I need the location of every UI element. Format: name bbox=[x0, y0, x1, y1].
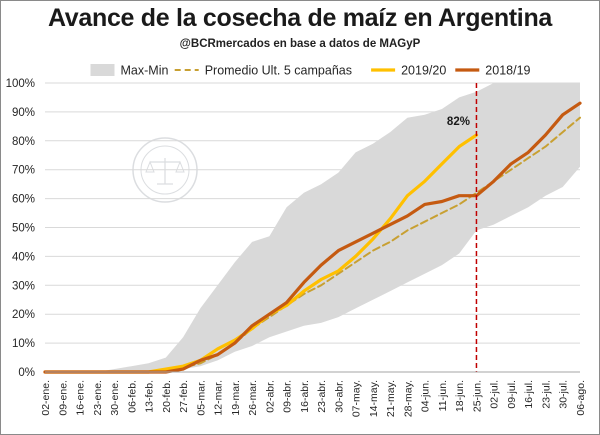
x-tick-label: 02-ene. bbox=[40, 380, 52, 416]
x-tick-label: 02-jul. bbox=[489, 380, 501, 409]
x-tick-label: 09-ene. bbox=[57, 380, 69, 416]
max-min-band bbox=[45, 83, 580, 372]
x-tick-label: 21-may. bbox=[385, 380, 397, 417]
data-label: 82% bbox=[447, 116, 470, 128]
x-tick-label: 30-ene. bbox=[109, 380, 121, 416]
legend-label: Promedio Ult. 5 campañas bbox=[205, 64, 352, 78]
x-tick-label: 06-ago. bbox=[575, 380, 587, 416]
x-tick-label: 12-mar. bbox=[213, 380, 225, 416]
chart-title: Avance de la cosecha de maíz en Argentin… bbox=[47, 4, 553, 32]
x-tick-label: 09-abr. bbox=[282, 380, 294, 413]
y-tick-label: 60% bbox=[12, 194, 35, 206]
y-tick-label: 90% bbox=[12, 107, 35, 119]
x-tick-label: 14-may. bbox=[368, 380, 380, 417]
x-tick-label: 23-abr. bbox=[316, 380, 328, 413]
legend: Max-Min Promedio Ult. 5 campañas 2019/20 20… bbox=[90, 64, 531, 78]
x-tick-label: 20-feb. bbox=[161, 380, 173, 413]
y-tick-label: 10% bbox=[12, 338, 35, 350]
x-tick-label: 25-jun. bbox=[471, 380, 483, 412]
x-tick-label: 30-jul. bbox=[558, 380, 570, 409]
y-tick-label: 40% bbox=[12, 251, 35, 263]
x-tick-label: 16-abr. bbox=[299, 380, 311, 413]
x-tick-label: 11-jun. bbox=[437, 380, 449, 411]
x-tick-label: 28-may. bbox=[402, 380, 414, 417]
chart-subtitle: @BCRmercados en base a datos de MAGyP bbox=[179, 38, 421, 50]
legend-label: 2019/20 bbox=[401, 64, 446, 78]
x-tick-label: 30-abr. bbox=[333, 380, 345, 413]
x-tick-label: 18-jun. bbox=[454, 380, 466, 412]
x-tick-label: 07-may. bbox=[351, 380, 363, 417]
x-tick-label: 04-jun. bbox=[420, 380, 432, 412]
x-tick-label: 06-feb. bbox=[126, 380, 138, 413]
x-tick-label: 05-mar. bbox=[195, 380, 207, 416]
x-tick-label: 19-mar. bbox=[230, 380, 242, 416]
x-tick-label: 23-jul. bbox=[540, 380, 552, 409]
x-tick-label: 27-feb. bbox=[178, 380, 190, 413]
y-tick-label: 0% bbox=[18, 367, 35, 379]
x-tick-label: 02-abr. bbox=[264, 380, 276, 413]
y-tick-label: 70% bbox=[12, 165, 35, 177]
x-tick-label: 16-jul. bbox=[523, 380, 535, 409]
legend-label: Max-Min bbox=[121, 64, 169, 78]
legend-label: 2018/19 bbox=[485, 64, 530, 78]
y-tick-label: 100% bbox=[6, 78, 35, 90]
legend-swatch bbox=[90, 64, 115, 76]
axis-layer: 0% 10% 20% 30% 40% 50% 60% 70% 80% 90% 100% 02-ene.… bbox=[6, 78, 587, 417]
y-tick-label: 30% bbox=[12, 280, 35, 292]
x-tick-label: 13-feb. bbox=[144, 380, 156, 413]
x-tick-label: 16-ene. bbox=[75, 380, 87, 416]
x-tick-label: 23-ene. bbox=[92, 380, 104, 416]
y-tick-label: 50% bbox=[12, 223, 35, 235]
y-tick-label: 20% bbox=[12, 309, 35, 321]
x-tick-label: 09-jul. bbox=[506, 380, 518, 409]
y-tick-label: 80% bbox=[12, 136, 35, 148]
x-tick-label: 26-mar. bbox=[247, 380, 259, 416]
band-layer bbox=[45, 83, 580, 372]
